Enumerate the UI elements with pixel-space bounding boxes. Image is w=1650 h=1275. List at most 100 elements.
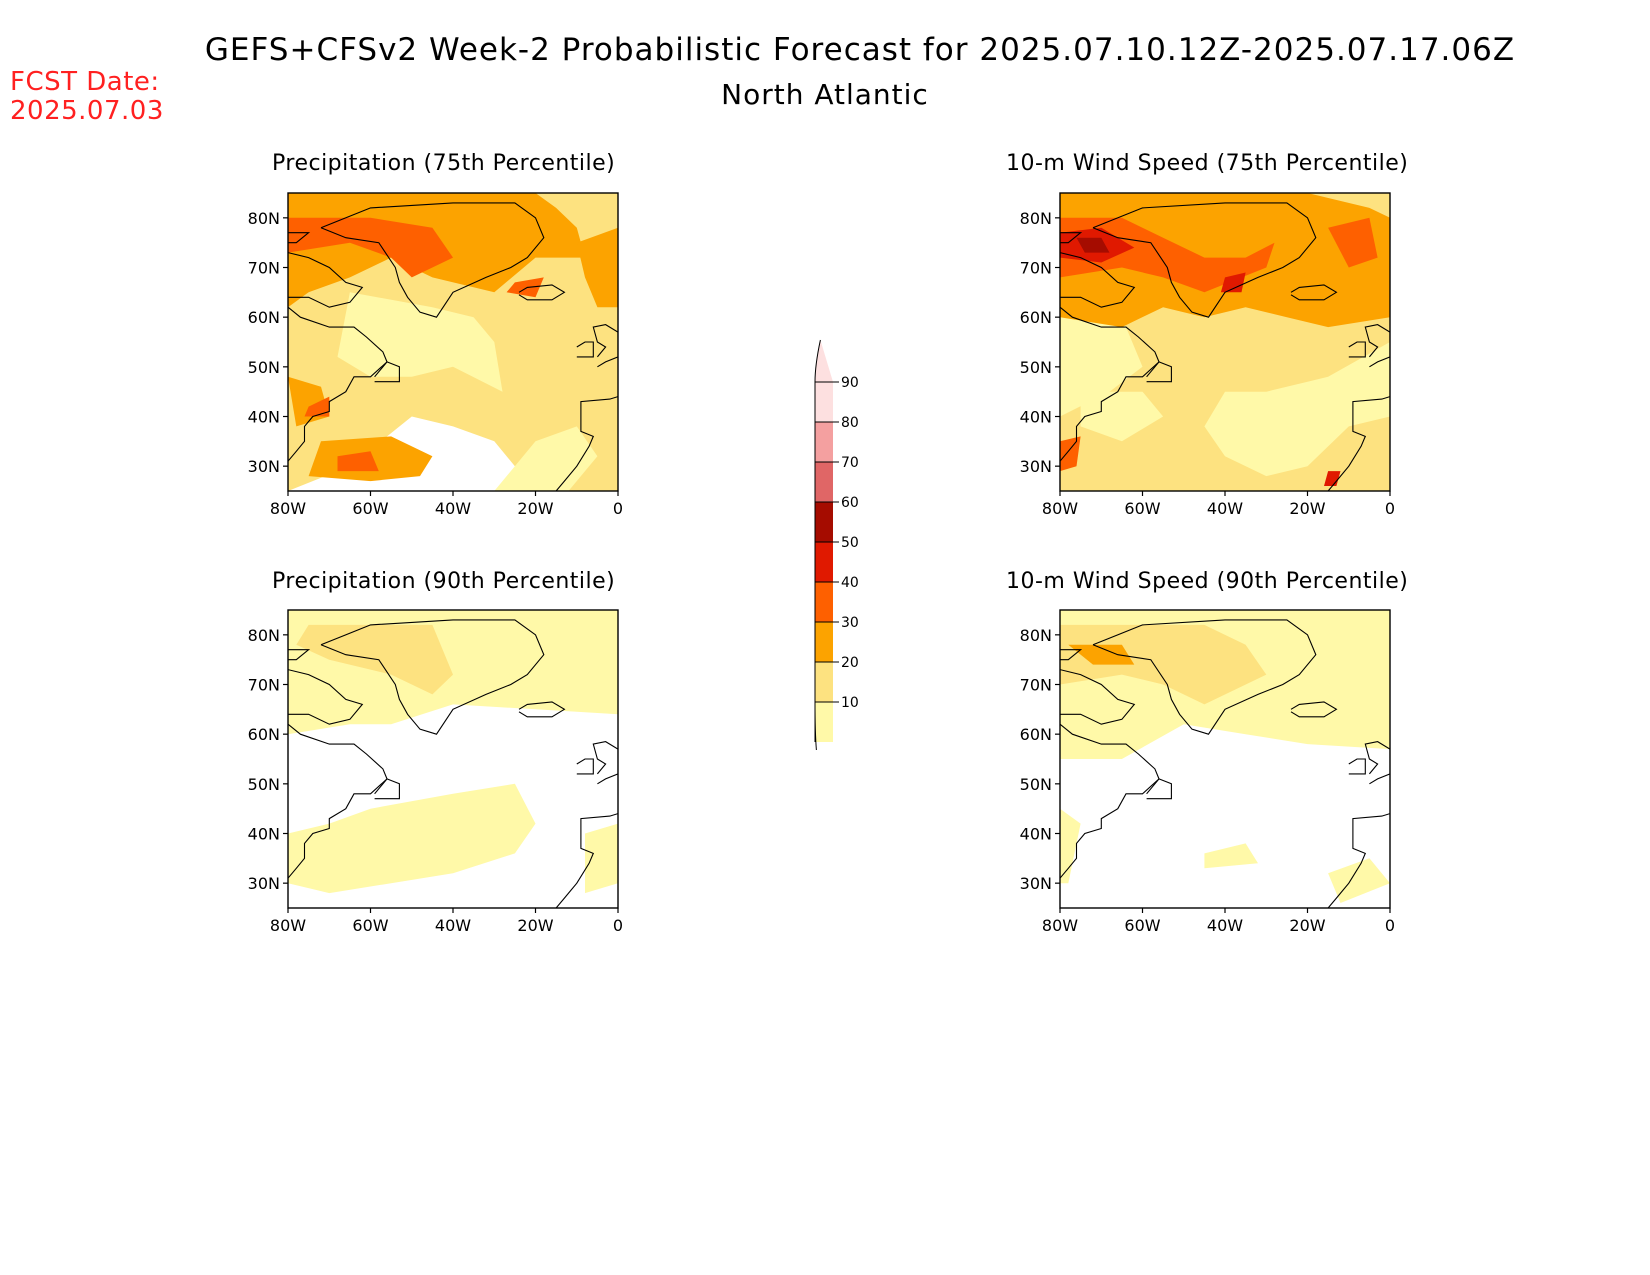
coastline [1364,324,1390,368]
lat-tick-label: 60N [1020,308,1052,327]
coastline [1290,284,1338,301]
fcst-date-value: 2025.07.03 [10,96,164,126]
figure-title: GEFS+CFSv2 Week-2 Probabilistic Forecast… [204,32,1516,68]
probability-contour [576,227,618,308]
map-wind90: 80N 70N 60N 50N 40N 30N 80W 60W 40W 20W 0 [1020,609,1395,935]
coastline [518,701,566,718]
coastline [1327,396,1390,491]
lon-tick-label: 20W [1289,499,1325,518]
probability-contour [296,624,453,695]
panel-title-precip90: Precipitation (90th Percentile) [272,569,616,594]
coastline [320,202,545,318]
lat-tick-label: 40N [1020,825,1052,844]
colorbar-label: 10 [841,695,859,711]
colorbar-label: 40 [841,575,859,591]
coastline [1060,649,1083,661]
coastline [1146,361,1172,383]
lon-tick-label: 40W [435,499,471,518]
coastline [1327,813,1390,908]
colorbar-label: 80 [841,415,859,431]
map-precip90: 80N 70N 60N 50N 40N 30N 80W 60W 40W 20W 0 [248,609,623,935]
coastline [1092,619,1317,735]
coastline [320,619,545,735]
lon-tick-label: 60W [1124,916,1160,935]
lon-tick-label: 60W [352,499,388,518]
colorbar-swatch [815,422,833,462]
colorbar-swatch [815,622,833,662]
lon-tick-label: 20W [517,499,553,518]
lat-tick-label: 50N [248,775,280,794]
lat-tick-label: 80N [248,209,280,228]
map-wind75: 80N 70N 60N 50N 40N 30N 80W 60W 40W 20W 0 [1020,192,1395,518]
lat-tick-label: 70N [248,676,280,695]
colorbar-label: 50 [841,535,859,551]
coastline [288,669,364,725]
colorbar-label: 70 [841,455,859,471]
colorbar-legend: 90 80 70 60 50 40 30 20 10 [814,339,859,750]
colorbar-label: 90 [841,375,859,391]
coastline [288,306,388,462]
lat-tick-label: 40N [248,825,280,844]
probability-contour [1328,858,1390,903]
fcst-date-label: FCST Date: [10,67,160,97]
probability-contour [1076,237,1110,253]
lat-tick-label: 80N [1020,626,1052,645]
lat-tick-label: 50N [1020,358,1052,377]
colorbar-swatch [815,382,833,422]
lon-tick-label: 60W [352,916,388,935]
panel-title-wind75: 10-m Wind Speed (75th Percentile) [1006,151,1409,176]
lon-tick-label: 40W [435,916,471,935]
lat-tick-label: 80N [248,626,280,645]
colorbar-swatch [815,502,833,542]
coastline [288,723,388,879]
probability-contour [337,451,379,472]
lon-tick-label: 60W [1124,499,1160,518]
coastline [592,741,618,785]
coastline [374,361,400,383]
lat-tick-label: 80N [1020,209,1052,228]
probability-contour [1324,471,1341,486]
lat-tick-label: 30N [1020,457,1052,476]
coastline [1290,701,1338,718]
lat-tick-label: 70N [1020,676,1052,695]
coastline [1364,741,1390,785]
lon-tick-label: 80W [1042,916,1078,935]
coastline [1060,252,1136,308]
lon-tick-label: 0 [1385,499,1395,518]
lon-tick-label: 80W [270,916,306,935]
lon-tick-label: 0 [613,499,623,518]
colorbar-swatch [815,702,833,742]
lat-tick-label: 30N [248,457,280,476]
colorbar-swatch [815,662,833,702]
probability-contour [494,426,598,491]
probability-contour [1060,808,1081,884]
panel-title-wind90: 10-m Wind Speed (90th Percentile) [1006,569,1409,594]
coastline [518,284,566,301]
lat-tick-label: 50N [1020,775,1052,794]
lon-tick-label: 0 [613,916,623,935]
coastline [1348,758,1366,775]
coastline [1060,232,1083,244]
coastline [576,341,594,358]
coastline [576,758,594,775]
lon-tick-label: 80W [270,499,306,518]
probability-contour [288,783,536,894]
probability-contour [506,277,544,298]
coastline [1060,306,1160,462]
lon-tick-label: 80W [1042,499,1078,518]
probability-contour [1220,272,1246,293]
lon-tick-label: 40W [1207,499,1243,518]
lat-tick-label: 30N [248,874,280,893]
figure-subtitle: North Atlantic [721,78,929,111]
probability-contour [585,823,618,894]
coastline [288,649,311,661]
coastline [1060,723,1160,879]
lat-tick-label: 50N [248,358,280,377]
colorbar-swatch [815,582,833,622]
lat-tick-label: 40N [248,408,280,427]
lat-tick-label: 40N [1020,408,1052,427]
coastline [1146,778,1172,800]
colorbar-swatch [815,542,833,582]
lat-tick-label: 70N [248,259,280,278]
panel-title-precip75: Precipitation (75th Percentile) [272,151,616,176]
